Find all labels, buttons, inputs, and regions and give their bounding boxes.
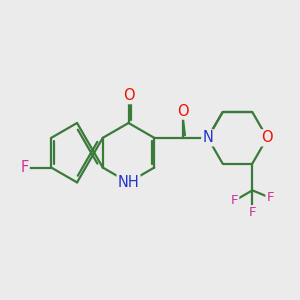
Text: F: F xyxy=(249,206,256,219)
Text: N: N xyxy=(202,130,213,145)
Text: F: F xyxy=(231,194,238,207)
Text: NH: NH xyxy=(118,175,140,190)
Text: O: O xyxy=(261,130,273,145)
Text: F: F xyxy=(266,191,274,204)
Text: O: O xyxy=(177,103,188,118)
Text: F: F xyxy=(20,160,29,175)
Text: O: O xyxy=(123,88,134,103)
